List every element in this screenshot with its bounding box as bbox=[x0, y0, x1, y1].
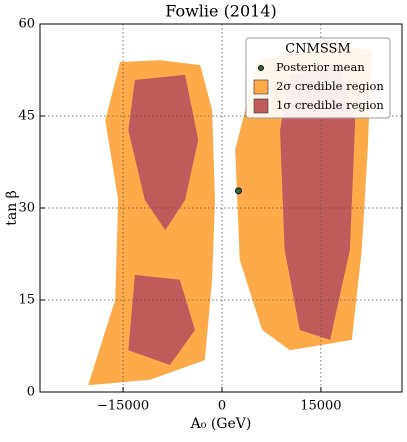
y-tick-label: 0 bbox=[27, 385, 35, 400]
credible-region bbox=[128, 74, 199, 231]
y-axis-label: tan β bbox=[4, 190, 20, 226]
legend-title: CNMSSM bbox=[285, 42, 351, 57]
plot-frame bbox=[39, 23, 403, 393]
credible-region bbox=[280, 65, 356, 340]
chart-title: Fowlie (2014) bbox=[165, 2, 277, 21]
y-tick-label: 45 bbox=[18, 109, 35, 124]
legend-swatch bbox=[253, 79, 269, 95]
legend-marker bbox=[258, 65, 264, 71]
x-tick-label: 0 bbox=[218, 399, 226, 414]
x-tick-label: 15000 bbox=[300, 399, 341, 414]
x-tick-label: −15000 bbox=[97, 399, 149, 414]
legend-box bbox=[245, 37, 391, 119]
y-tick-label: 30 bbox=[18, 201, 35, 216]
legend-swatch bbox=[253, 98, 269, 114]
legend-label: 2σ credible region bbox=[276, 79, 384, 93]
credible-region bbox=[128, 274, 195, 366]
legend-label: Posterior mean bbox=[276, 60, 365, 74]
x-axis-label: A₀ (GeV) bbox=[190, 416, 252, 432]
y-tick-label: 15 bbox=[18, 293, 35, 308]
posterior-mean bbox=[234, 187, 242, 195]
legend-label: 1σ credible region bbox=[276, 98, 384, 112]
y-tick-label: 60 bbox=[18, 17, 35, 32]
